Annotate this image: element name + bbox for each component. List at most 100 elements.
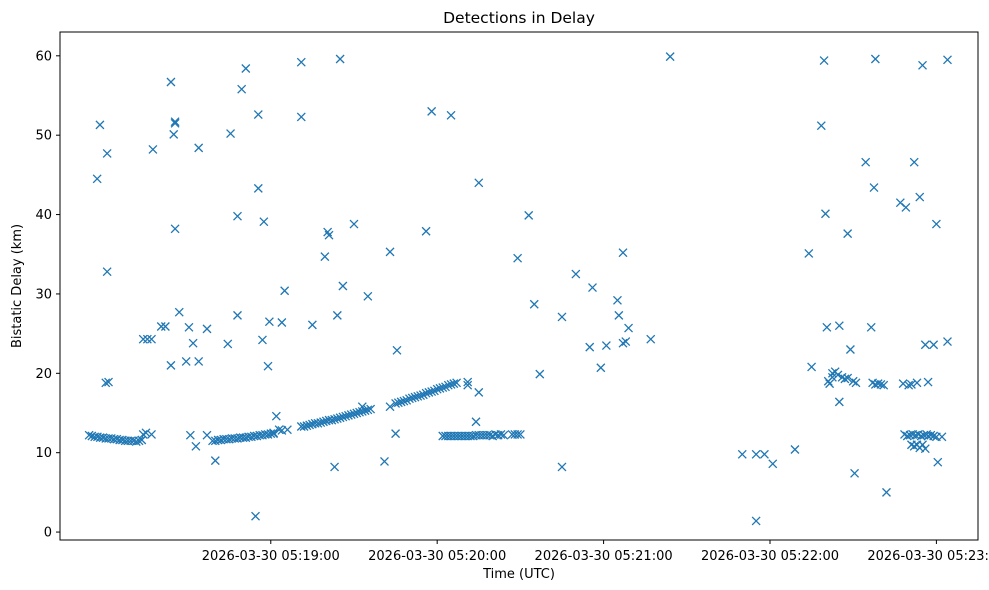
data-point	[264, 317, 274, 327]
data-point	[366, 404, 376, 414]
data-point	[882, 487, 891, 497]
data-point	[142, 334, 152, 344]
y-tick-label: 40	[35, 208, 52, 223]
chart-title: Detections in Delay	[443, 9, 595, 27]
data-point	[253, 183, 263, 193]
data-point	[929, 340, 939, 350]
data-point	[271, 411, 281, 421]
data-point	[393, 398, 403, 408]
data-point	[320, 252, 330, 262]
data-point	[427, 106, 437, 116]
data-point	[104, 377, 113, 387]
x-axis-ticks: 2026-03-30 05:19:00 2026-03-30 05:20:00 20…	[202, 540, 989, 564]
data-point	[515, 429, 525, 439]
data-point	[185, 430, 195, 440]
data-point	[391, 429, 401, 439]
data-point	[385, 402, 395, 412]
data-point	[843, 229, 853, 239]
data-point	[834, 321, 844, 331]
data-point	[349, 219, 359, 229]
data-point	[307, 320, 317, 330]
data-point	[618, 248, 628, 258]
data-point	[332, 310, 342, 320]
data-point	[931, 432, 941, 442]
data-point	[156, 322, 166, 331]
data-point	[751, 449, 761, 459]
data-point	[233, 211, 242, 221]
data-point	[280, 286, 290, 296]
data-point	[861, 157, 871, 167]
data-point	[909, 157, 919, 167]
data-point	[385, 247, 395, 257]
y-axis-ticks: 0 10 20 30 40 50 60	[35, 49, 60, 541]
data-point	[926, 430, 936, 440]
data-point	[621, 337, 631, 347]
data-point	[427, 387, 437, 397]
x-tick-label: 2026-03-30 05:20:00	[368, 549, 506, 564]
data-point	[499, 430, 509, 440]
data-point	[102, 148, 112, 158]
data-point	[355, 407, 364, 417]
x-tick-label: 2026-03-30 05:21:00	[535, 549, 673, 564]
data-point	[612, 295, 622, 305]
data-point	[137, 435, 147, 445]
data-point	[768, 459, 778, 469]
data-point	[95, 120, 105, 130]
data-point	[226, 129, 236, 139]
data-point	[474, 387, 484, 397]
data-point	[869, 183, 879, 193]
data-point	[432, 384, 442, 394]
y-tick-label: 0	[44, 526, 52, 541]
data-point	[435, 383, 445, 393]
data-point	[912, 378, 922, 388]
data-point	[804, 248, 814, 258]
data-point	[834, 397, 844, 407]
data-point	[920, 340, 930, 350]
data-point	[413, 391, 423, 401]
data-point	[338, 281, 348, 291]
y-tick-label: 10	[35, 446, 52, 461]
data-point	[363, 291, 373, 301]
y-tick-label: 50	[35, 129, 52, 144]
data-point	[898, 379, 908, 389]
data-point	[134, 436, 144, 446]
data-point	[233, 310, 242, 320]
data-point	[181, 356, 191, 366]
data-point	[416, 391, 426, 400]
data-point	[848, 376, 858, 386]
data-point	[943, 337, 952, 347]
data-point	[296, 57, 306, 67]
data-point	[585, 342, 595, 352]
data-point	[840, 374, 850, 384]
data-point	[257, 335, 267, 345]
data-point	[443, 380, 453, 390]
data-point	[341, 411, 351, 421]
data-point	[557, 312, 567, 322]
data-point	[918, 60, 927, 70]
data-point	[909, 441, 919, 451]
x-tick-label: 2026-03-30 05:22:00	[701, 549, 839, 564]
data-point	[191, 441, 201, 451]
data-point	[410, 392, 420, 402]
data-point	[202, 324, 212, 334]
data-point	[360, 406, 370, 416]
data-point	[194, 356, 204, 366]
data-point	[223, 339, 233, 349]
data-point	[807, 362, 817, 372]
data-point	[327, 415, 337, 425]
data-point	[302, 421, 312, 431]
data-point	[463, 380, 473, 390]
data-point	[646, 334, 656, 344]
data-point	[138, 429, 148, 439]
y-tick-label: 60	[35, 49, 52, 64]
data-point	[148, 145, 158, 154]
data-point	[166, 77, 176, 87]
data-point	[391, 399, 401, 408]
x-tick-label: 2026-03-30 05:23:00	[867, 549, 989, 564]
data-point	[920, 444, 930, 454]
data-point	[160, 322, 170, 331]
data-point	[624, 323, 634, 333]
data-point	[822, 322, 832, 332]
data-point	[330, 462, 340, 472]
